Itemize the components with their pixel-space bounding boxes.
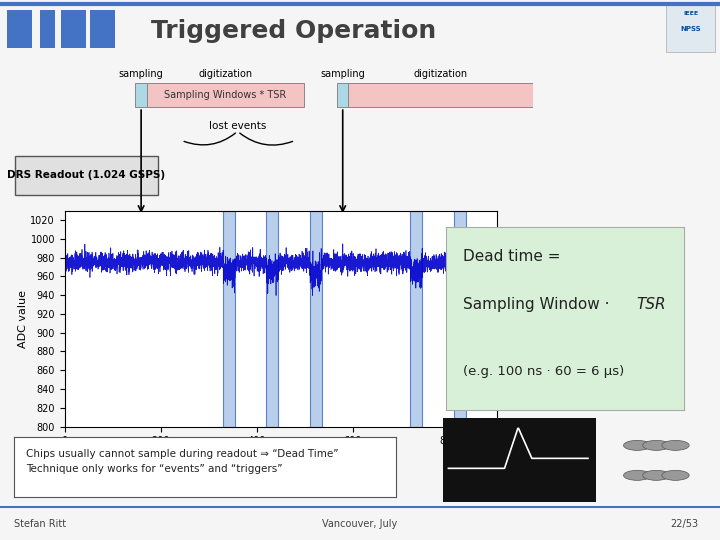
Bar bbox=[40, 10, 55, 48]
Bar bbox=[266, 211, 279, 427]
Text: sampling: sampling bbox=[320, 69, 365, 79]
Bar bbox=[666, 4, 715, 52]
FancyBboxPatch shape bbox=[15, 156, 158, 195]
Circle shape bbox=[624, 441, 651, 450]
X-axis label: Time [ns]: Time [ns] bbox=[255, 452, 307, 462]
Text: Sampling Window ·: Sampling Window · bbox=[463, 296, 614, 312]
Text: Dead time =: Dead time = bbox=[463, 249, 561, 264]
Circle shape bbox=[662, 470, 689, 481]
Bar bbox=[90, 10, 115, 48]
Bar bbox=[223, 211, 235, 427]
Text: (e.g. 100 ns · 60 = 6 μs): (e.g. 100 ns · 60 = 6 μs) bbox=[463, 364, 624, 377]
Text: DRS Readout (1.024 GSPS): DRS Readout (1.024 GSPS) bbox=[7, 170, 166, 180]
Text: TSR: TSR bbox=[636, 296, 666, 312]
Text: Stefan Ritt: Stefan Ritt bbox=[14, 519, 66, 529]
Bar bbox=[310, 211, 322, 427]
Bar bbox=[135, 83, 147, 107]
Text: Chips usually cannot sample during readout ⇒ “Dead Time”
Technique only works fo: Chips usually cannot sample during reado… bbox=[26, 449, 338, 474]
Circle shape bbox=[643, 470, 670, 481]
Circle shape bbox=[624, 470, 651, 481]
Bar bbox=[61, 10, 86, 48]
Bar bbox=[410, 211, 423, 427]
Text: digitization: digitization bbox=[198, 69, 253, 79]
Text: NPSS: NPSS bbox=[680, 26, 701, 32]
Text: lost events: lost events bbox=[209, 122, 266, 131]
Bar bbox=[454, 211, 466, 427]
Text: Sampling Windows * TSR: Sampling Windows * TSR bbox=[164, 90, 287, 100]
Text: Triggered Operation: Triggered Operation bbox=[151, 19, 436, 43]
Bar bbox=[7, 10, 32, 48]
Text: Vancouver, July: Vancouver, July bbox=[323, 519, 397, 529]
Circle shape bbox=[662, 441, 689, 450]
Bar bbox=[348, 83, 533, 107]
Circle shape bbox=[643, 441, 670, 450]
Bar bbox=[337, 83, 348, 107]
Text: sampling: sampling bbox=[119, 69, 163, 79]
Y-axis label: ADC value: ADC value bbox=[18, 289, 27, 348]
Bar bbox=[147, 83, 304, 107]
Text: 22/53: 22/53 bbox=[670, 519, 698, 529]
Text: digitization: digitization bbox=[413, 69, 468, 79]
Text: IEEE: IEEE bbox=[683, 11, 698, 16]
